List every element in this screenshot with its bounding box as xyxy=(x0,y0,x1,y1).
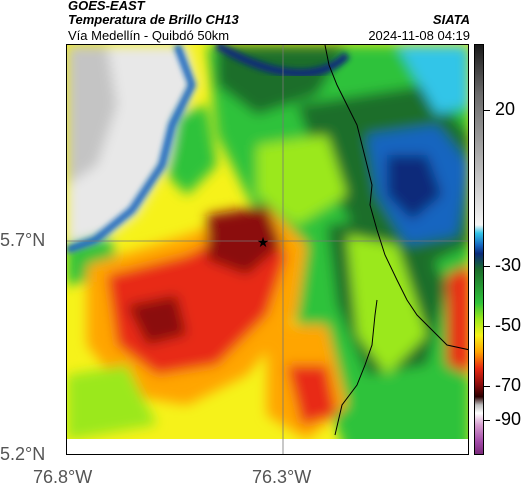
agency-title: GOES-EAST xyxy=(68,0,145,13)
product-title: Temperatura de Brillo CH13 xyxy=(68,12,239,27)
timestamp-label: 2024-11-08 04:19 xyxy=(368,28,470,43)
lon-label-76.8: 76.8°W xyxy=(33,467,93,487)
colorbar-tick xyxy=(484,326,490,327)
source-label: SIATA xyxy=(432,12,470,27)
region-subtitle: Vía Medellín - Quibdó 50km xyxy=(68,28,230,43)
colorbar-label-20: 20 xyxy=(495,99,516,119)
colorbar-label-neg30: -30 xyxy=(495,255,522,275)
colorbar-tick xyxy=(484,110,490,111)
department-boundary xyxy=(324,45,468,436)
colorbar-label-neg70: -70 xyxy=(495,375,522,395)
star-icon: ★ xyxy=(257,235,270,251)
lat-label-5.2: 5.2°N xyxy=(0,444,46,464)
colorbar-tick xyxy=(484,420,490,421)
temperature-colorbar xyxy=(474,44,484,455)
colorbar-tick xyxy=(484,266,490,267)
colorbar-tick xyxy=(484,386,490,387)
lat-label-5.7: 5.7°N xyxy=(0,230,46,250)
colorbar-label-neg90: -90 xyxy=(495,409,522,429)
brightness-temperature-map: ★ xyxy=(66,44,469,455)
lon-label-76.3: 76.3°W xyxy=(252,467,312,487)
map-canvas: ★ xyxy=(67,45,468,454)
colorbar-label-neg50: -50 xyxy=(495,315,522,335)
